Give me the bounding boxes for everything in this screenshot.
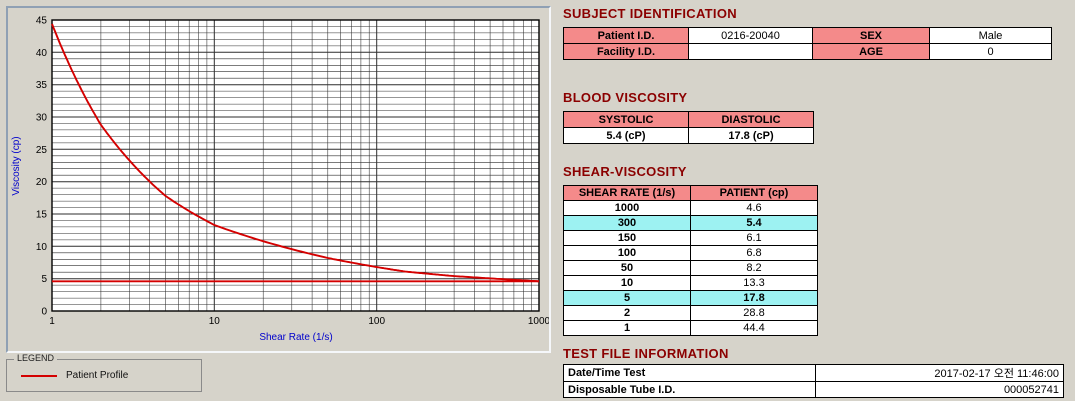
- patient-id-value: 0216-20040: [688, 27, 813, 44]
- svg-text:0: 0: [41, 307, 47, 318]
- patient-profile-line-swatch: [21, 374, 57, 377]
- report-column: SUBJECT IDENTIFICATION Patient I.D. 0216…: [563, 6, 1068, 398]
- shear-rate-cell: 1: [563, 320, 691, 336]
- chart-panel: 0 5 10 15 20 25 30 35 40 45 1 10 100 1000 Viscosity (c…: [6, 6, 551, 353]
- shear-rate-cell: 5: [563, 290, 691, 306]
- shear-viscosity-row: 50 8.2: [563, 260, 818, 276]
- table-row: Date/Time Test 2017-02-17 오전 11:46:00: [563, 364, 1064, 382]
- table-row: SHEAR RATE (1/s) PATIENT (cp): [563, 185, 818, 201]
- shear-rate-header: SHEAR RATE (1/s): [563, 185, 691, 201]
- patient-cp-cell: 8.2: [690, 260, 818, 276]
- disposable-tube-id-label: Disposable Tube I.D.: [563, 381, 816, 398]
- patient-cp-header: PATIENT (cp): [690, 185, 818, 201]
- svg-text:25: 25: [36, 145, 48, 156]
- table-row: SYSTOLIC DIASTOLIC: [563, 111, 814, 128]
- patient-cp-cell: 28.8: [690, 305, 818, 321]
- diastolic-header: DIASTOLIC: [688, 111, 814, 128]
- patient-cp-cell: 44.4: [690, 320, 818, 336]
- test-file-information-table: Date/Time Test 2017-02-17 오전 11:46:00 Di…: [563, 364, 1064, 398]
- subject-identification-table: Patient I.D. 0216-20040 SEX Male Facilit…: [563, 27, 1052, 60]
- shear-rate-cell: 50: [563, 260, 691, 276]
- legend-title: LEGEND: [14, 353, 58, 363]
- shear-rate-cell: 150: [563, 230, 691, 246]
- table-row: Facility I.D. AGE 0: [563, 43, 1052, 60]
- shear-viscosity-row: 1 44.4: [563, 320, 818, 336]
- shear-viscosity-row: 5 17.8: [563, 290, 818, 306]
- shear-rate-cell: 10: [563, 275, 691, 291]
- patient-cp-cell: 5.4: [690, 215, 818, 231]
- facility-id-label: Facility I.D.: [563, 43, 689, 60]
- svg-text:10: 10: [36, 242, 48, 253]
- shear-viscosity-row: 1000 4.6: [563, 200, 818, 216]
- table-row: 5.4 (cP) 17.8 (cP): [563, 127, 814, 144]
- systolic-value: 5.4 (cP): [563, 127, 689, 144]
- legend-row: Patient Profile: [7, 360, 201, 391]
- subject-identification-title: SUBJECT IDENTIFICATION: [563, 6, 737, 21]
- age-value: 0: [929, 43, 1052, 60]
- date-time-test-label: Date/Time Test: [563, 364, 816, 382]
- shear-viscosity-row: 2 28.8: [563, 305, 818, 321]
- systolic-header: SYSTOLIC: [563, 111, 689, 128]
- date-time-test-value: 2017-02-17 오전 11:46:00: [815, 364, 1064, 382]
- patient-cp-cell: 6.8: [690, 245, 818, 261]
- svg-text:10: 10: [209, 316, 221, 327]
- svg-text:1: 1: [49, 316, 55, 327]
- shear-viscosity-table: SHEAR RATE (1/s) PATIENT (cp) 1000 4.6 300…: [563, 185, 818, 336]
- table-row: Disposable Tube I.D. 000052741: [563, 381, 1064, 398]
- shear-viscosity-row: 300 5.4: [563, 215, 818, 231]
- sex-label: SEX: [812, 27, 930, 44]
- sex-value: Male: [929, 27, 1052, 44]
- disposable-tube-id-value: 000052741: [815, 381, 1064, 398]
- svg-text:Viscosity (cp): Viscosity (cp): [11, 136, 22, 195]
- legend-entry-label: Patient Profile: [66, 370, 129, 381]
- svg-text:100: 100: [368, 316, 385, 327]
- shear-viscosity-row: 150 6.1: [563, 230, 818, 246]
- svg-text:30: 30: [36, 113, 48, 124]
- patient-cp-cell: 17.8: [690, 290, 818, 306]
- shear-viscosity-row: 100 6.8: [563, 245, 818, 261]
- svg-text:Shear Rate (1/s): Shear Rate (1/s): [259, 332, 332, 343]
- shear-viscosity-title: SHEAR-VISCOSITY: [563, 164, 687, 179]
- facility-id-value: [688, 43, 813, 60]
- age-label: AGE: [812, 43, 930, 60]
- test-file-information-title: TEST FILE INFORMATION: [563, 346, 729, 361]
- patient-cp-cell: 6.1: [690, 230, 818, 246]
- svg-text:15: 15: [36, 210, 48, 221]
- shear-rate-cell: 300: [563, 215, 691, 231]
- svg-text:40: 40: [36, 48, 48, 59]
- svg-text:5: 5: [41, 274, 47, 285]
- shear-rate-cell: 1000: [563, 200, 691, 216]
- patient-cp-cell: 4.6: [690, 200, 818, 216]
- svg-text:45: 45: [36, 16, 48, 27]
- blood-viscosity-table: SYSTOLIC DIASTOLIC 5.4 (cP) 17.8 (cP): [563, 111, 814, 144]
- legend-box: LEGEND Patient Profile: [6, 353, 202, 392]
- blood-viscosity-title: BLOOD VISCOSITY: [563, 90, 688, 105]
- svg-text:1000: 1000: [528, 316, 549, 327]
- table-row: Patient I.D. 0216-20040 SEX Male: [563, 27, 1052, 44]
- viscosity-chart: 0 5 10 15 20 25 30 35 40 45 1 10 100 1000 Viscosity (c…: [11, 16, 549, 344]
- shear-rate-cell: 2: [563, 305, 691, 321]
- patient-id-label: Patient I.D.: [563, 27, 689, 44]
- svg-text:35: 35: [36, 80, 48, 91]
- shear-viscosity-row: 10 13.3: [563, 275, 818, 291]
- shear-rate-cell: 100: [563, 245, 691, 261]
- patient-cp-cell: 13.3: [690, 275, 818, 291]
- diastolic-value: 17.8 (cP): [688, 127, 814, 144]
- svg-text:20: 20: [36, 177, 48, 188]
